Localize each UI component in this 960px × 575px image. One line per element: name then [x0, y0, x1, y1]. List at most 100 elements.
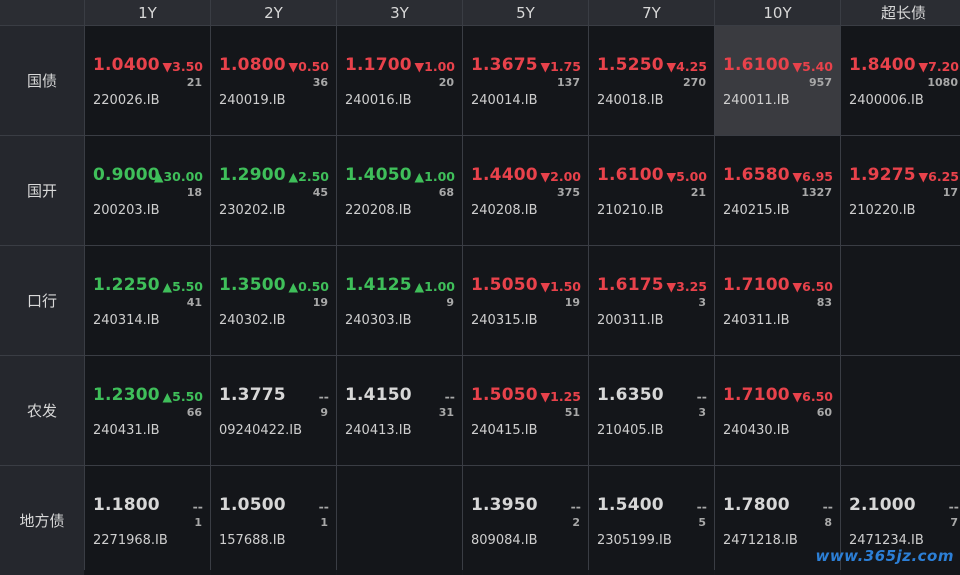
column-header-4[interactable]: 7Y: [589, 0, 714, 25]
quote-cell[interactable]: 1.4400 ▼2.00 375 240208.IB: [463, 136, 588, 245]
yield-change: ▼3.25: [666, 279, 707, 294]
quote-cell[interactable]: 1.0500 -- 1 157688.IB: [211, 466, 336, 575]
yield-change: ▲1.00: [414, 169, 455, 184]
quote-cell[interactable]: 1.5050 ▼1.50 19 240315.IB: [463, 246, 588, 355]
quote-cell[interactable]: 1.5400 -- 5 2305199.IB: [589, 466, 714, 575]
quote-cell[interactable]: 1.9275 ▼6.25 17 210220.IB: [841, 136, 960, 245]
column-header-6[interactable]: 超长债: [841, 0, 960, 25]
quote-cell[interactable]: 1.6350 -- 3 210405.IB: [589, 356, 714, 465]
quote-cell[interactable]: 1.1700 ▼1.00 20 240016.IB: [337, 26, 462, 135]
quote-cell[interactable]: 1.8400 ▼7.20 1080 2400006.IB: [841, 26, 960, 135]
bond-code: 2305199.IB: [597, 533, 672, 548]
quote-cell[interactable]: 1.2250 ▲5.50 41 240314.IB: [85, 246, 210, 355]
quote-cell[interactable]: 1.2900 ▲2.50 45 230202.IB: [211, 136, 336, 245]
row-header-0[interactable]: 国债: [0, 26, 84, 135]
yield-change: ▼4.25: [666, 59, 707, 74]
watermark: www.365jz.com: [815, 547, 954, 565]
yield-rate: 1.5050: [471, 275, 538, 295]
bond-code: 240016.IB: [345, 93, 412, 108]
bond-code: 220208.IB: [345, 203, 412, 218]
yield-change: ▼7.20: [918, 59, 959, 74]
quote-cell[interactable]: 1.5050 ▼1.25 51 240415.IB: [463, 356, 588, 465]
yield-rate: 1.6100: [597, 165, 664, 185]
bond-code: 230202.IB: [219, 203, 286, 218]
trade-volume: 5: [698, 516, 706, 529]
yield-rate: 1.5050: [471, 385, 538, 405]
column-header-1[interactable]: 2Y: [211, 0, 336, 25]
trade-volume: 60: [816, 406, 832, 419]
yield-rate: 1.4400: [471, 165, 538, 185]
quote-cell[interactable]: 1.6175 ▼3.25 3 200311.IB: [589, 246, 714, 355]
yield-change: ▼6.25: [918, 169, 959, 184]
column-header-3[interactable]: 5Y: [463, 0, 588, 25]
yield-change: --: [192, 499, 203, 514]
yield-rate: 1.3500: [219, 275, 286, 295]
trade-volume: 9: [446, 296, 454, 309]
yield-change: ▲0.50: [288, 279, 329, 294]
bond-code: 809084.IB: [471, 533, 538, 548]
yield-change: ▼5.00: [666, 169, 707, 184]
quote-cell[interactable]: 1.7100 ▼6.50 83 240311.IB: [715, 246, 840, 355]
bond-code: 2471234.IB: [849, 533, 924, 548]
quote-cell[interactable]: 1.2300 ▲5.50 66 240431.IB: [85, 356, 210, 465]
quote-cell[interactable]: 1.4050 ▲1.00 68 220208.IB: [337, 136, 462, 245]
quote-cell[interactable]: 1.5250 ▼4.25 270 240018.IB: [589, 26, 714, 135]
yield-change: ▼1.75: [540, 59, 581, 74]
bond-code: 2400006.IB: [849, 93, 924, 108]
bond-code: 210220.IB: [849, 203, 916, 218]
yield-change: ▼3.50: [162, 59, 203, 74]
quote-cell[interactable]: 0.9000 ▲30.00 18 200203.IB: [85, 136, 210, 245]
yield-change: ▲5.50: [162, 279, 203, 294]
quote-cell[interactable]: 1.6580 ▼6.95 1327 240215.IB: [715, 136, 840, 245]
trade-volume: 41: [186, 296, 202, 309]
row-header-3[interactable]: 农发: [0, 356, 84, 465]
yield-change: --: [318, 499, 329, 514]
bond-code: 240413.IB: [345, 423, 412, 438]
yield-change: ▼6.95: [792, 169, 833, 184]
trade-volume: 375: [557, 186, 580, 199]
trade-volume: 8: [824, 516, 832, 529]
trade-volume: 137: [557, 76, 580, 89]
yield-change: --: [822, 499, 833, 514]
quote-cell[interactable]: 1.3775 -- 9 09240422.IB: [211, 356, 336, 465]
trade-volume: 83: [816, 296, 832, 309]
bond-code: 09240422.IB: [219, 423, 303, 438]
yield-rate: 1.6100: [723, 55, 790, 75]
quote-cell[interactable]: 1.7100 ▼6.50 60 240430.IB: [715, 356, 840, 465]
trade-volume: 1327: [801, 186, 832, 199]
yield-change: ▼2.00: [540, 169, 581, 184]
yield-rate: 1.2250: [93, 275, 160, 295]
quote-cell[interactable]: [337, 466, 462, 575]
column-header-5[interactable]: 10Y: [715, 0, 840, 25]
quote-cell[interactable]: 1.3675 ▼1.75 137 240014.IB: [463, 26, 588, 135]
column-header-0[interactable]: 1Y: [85, 0, 210, 25]
quote-cell[interactable]: 1.7800 -- 8 2471218.IB: [715, 466, 840, 575]
bond-code: 200203.IB: [93, 203, 160, 218]
quote-cell[interactable]: 1.6100 ▼5.00 21 210210.IB: [589, 136, 714, 245]
quote-cell[interactable]: 1.3950 -- 2 809084.IB: [463, 466, 588, 575]
quote-cell[interactable]: 1.4125 ▲1.00 9 240303.IB: [337, 246, 462, 355]
quote-cell[interactable]: 1.0800 ▼0.50 36 240019.IB: [211, 26, 336, 135]
quote-cell[interactable]: [841, 356, 960, 465]
column-header-2[interactable]: 3Y: [337, 0, 462, 25]
quote-cell[interactable]: 1.3500 ▲0.50 19 240302.IB: [211, 246, 336, 355]
row-header-4[interactable]: 地方债: [0, 466, 84, 575]
quote-cell[interactable]: 1.6100 ▼5.40 957 240011.IB: [715, 26, 840, 135]
trade-volume: 1: [194, 516, 202, 529]
bond-code: 240303.IB: [345, 313, 412, 328]
yield-change: --: [948, 499, 959, 514]
trade-volume: 7: [950, 516, 958, 529]
row-header-1[interactable]: 国开: [0, 136, 84, 245]
quote-cell[interactable]: 1.1800 -- 1 2271968.IB: [85, 466, 210, 575]
quote-cell[interactable]: 1.0400 ▼3.50 21 220026.IB: [85, 26, 210, 135]
row-header-2[interactable]: 口行: [0, 246, 84, 355]
quote-cell[interactable]: 1.4150 -- 31 240413.IB: [337, 356, 462, 465]
yield-rate: 1.2300: [93, 385, 160, 405]
yield-rate: 1.0500: [219, 495, 286, 515]
yield-rate: 1.4150: [345, 385, 412, 405]
quote-cell[interactable]: [841, 246, 960, 355]
bond-code: 200311.IB: [597, 313, 664, 328]
bond-code: 240014.IB: [471, 93, 538, 108]
quote-cell[interactable]: 2.1000 -- 7 2471234.IB: [841, 466, 960, 575]
yield-rate: 1.4050: [345, 165, 412, 185]
